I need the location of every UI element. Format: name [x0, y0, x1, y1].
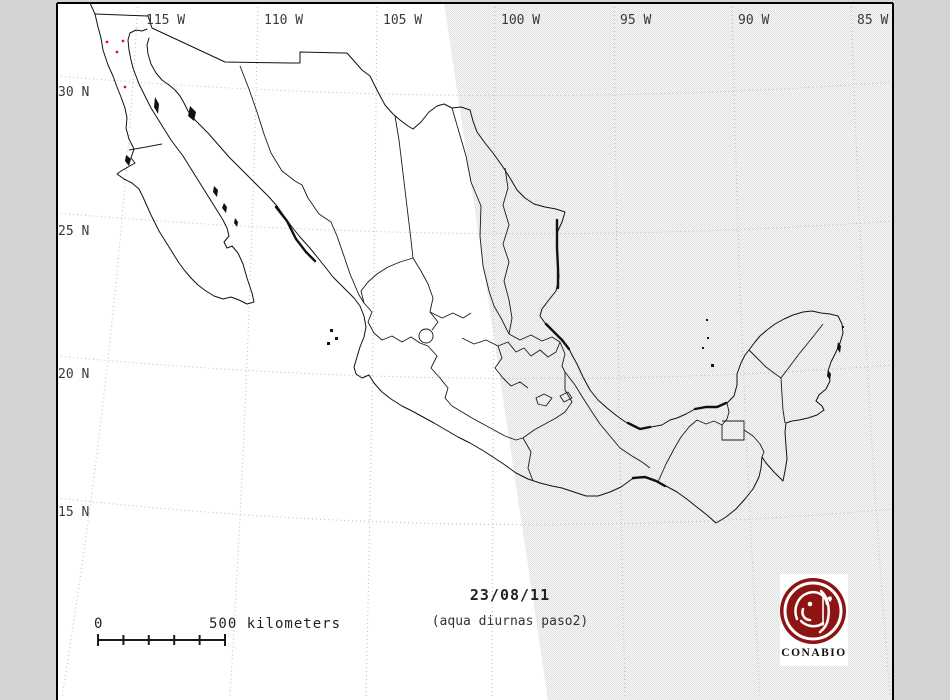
fire-hotspot [115, 50, 119, 54]
meridian-85w [850, 2, 891, 698]
country-outline [89, 2, 844, 524]
logo-beak [827, 596, 832, 602]
lon-label-100w: 100 W [501, 13, 541, 28]
logo-ring [783, 581, 843, 641]
lat-label-20n: 20 N [58, 367, 90, 382]
fire-hotspot [123, 85, 127, 89]
lon-label-95w: 95 W [620, 13, 652, 28]
graticule [56, 2, 894, 698]
lon-label-110w: 110 W [264, 13, 304, 28]
baja-california-coast [89, 2, 255, 305]
no-coverage-region [444, 3, 893, 700]
satellite-pass-note: (aqua diurnas paso2) [431, 614, 589, 629]
conabio-logo [780, 578, 846, 644]
conabio-caption: CONABIO [781, 647, 847, 659]
lon-label-85w: 85 W [857, 13, 889, 28]
scale-bar [97, 634, 226, 646]
map-date: 23/08/11 [469, 586, 551, 604]
lon-label-105w: 105 W [383, 13, 423, 28]
fire-hotspots-layer [105, 39, 127, 89]
lat-label-30n: 30 N [58, 85, 90, 100]
logo-glyph [794, 589, 830, 634]
logo-disc [780, 578, 846, 644]
state-boundaries [128, 65, 824, 483]
islands [125, 97, 844, 380]
lat-label-25n: 25 N [58, 224, 90, 239]
coast-accents [274, 205, 728, 488]
meridian-115w [61, 2, 139, 698]
scale-start-label: 0 [94, 616, 103, 632]
lat-label-15n: 15 N [58, 505, 90, 520]
map-frame [56, 2, 894, 700]
mainland-outline [94, 13, 844, 524]
fire-hotspot [121, 39, 125, 43]
fire-hotspot [105, 40, 109, 44]
logo-eye [807, 601, 813, 607]
lon-label-90w: 90 W [738, 13, 770, 28]
lon-label-115w: 115 W [146, 13, 186, 28]
scale-distance-label: 500 kilometers [209, 616, 342, 632]
